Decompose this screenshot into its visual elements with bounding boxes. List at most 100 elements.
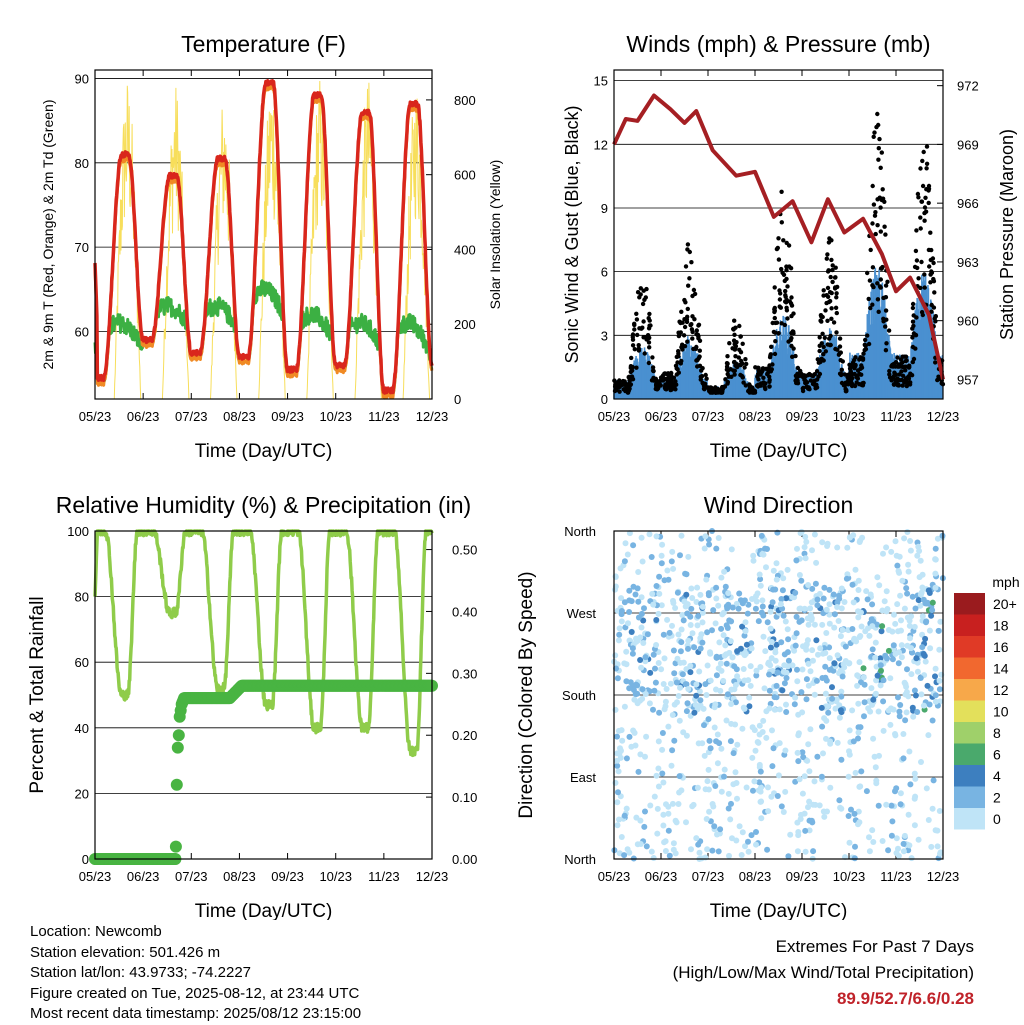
wind-direction-point xyxy=(801,544,808,551)
x-tick-label: 09/23 xyxy=(786,409,819,424)
x-tick-label: 12/23 xyxy=(416,869,449,884)
gust-point xyxy=(830,279,835,285)
wind-direction-point xyxy=(817,645,824,652)
wind-direction-point xyxy=(932,584,939,591)
wind-direction-point xyxy=(756,571,763,578)
wind-direction-point xyxy=(665,810,672,817)
wind-direction-point xyxy=(824,808,830,815)
wind-direction-point xyxy=(856,659,863,666)
wind-direction-point xyxy=(911,623,918,630)
gust-point xyxy=(756,377,761,382)
wind-direction-point xyxy=(765,784,771,791)
wind-direction-point xyxy=(792,642,799,649)
gust-point xyxy=(873,231,878,237)
x-tick-label: 06/23 xyxy=(127,409,160,424)
wind-direction-point xyxy=(634,682,641,689)
wind-direction-point xyxy=(875,802,882,809)
wind-direction-point xyxy=(826,655,833,662)
wind-direction-point xyxy=(671,737,678,744)
wind-direction-point xyxy=(680,729,687,736)
wind-direction-point xyxy=(637,751,644,758)
wind-direction-point xyxy=(917,557,924,564)
gust-point xyxy=(731,326,736,332)
gust-point xyxy=(813,386,818,391)
gust-point xyxy=(829,238,834,243)
wind-direction-point xyxy=(771,706,778,713)
wind-direction-point xyxy=(896,569,903,576)
gust-point xyxy=(865,333,870,338)
gust-point xyxy=(664,383,670,389)
wind-direction-point xyxy=(717,687,724,694)
wind-direction-point xyxy=(805,582,812,588)
wind-direction-point xyxy=(869,623,876,630)
wind-direction-point xyxy=(820,595,827,602)
wind-direction-point xyxy=(838,688,845,695)
wind-direction-point xyxy=(905,568,912,575)
wind-direction-point xyxy=(637,817,644,824)
gust-point xyxy=(845,374,850,380)
wind-direction-point xyxy=(782,618,789,625)
legend-label: 18 xyxy=(993,617,1009,633)
y2-tick-label: 972 xyxy=(957,79,979,94)
y-tick-label: North xyxy=(564,524,596,539)
wind-direction-point xyxy=(615,637,622,644)
gust-point xyxy=(844,388,849,393)
wind-direction-point xyxy=(812,580,819,587)
wind-direction-point xyxy=(869,646,876,653)
gust-point xyxy=(732,332,737,337)
wind-direction-point xyxy=(782,747,789,754)
wind-direction-point xyxy=(784,566,791,573)
wind-direction-point xyxy=(834,599,841,606)
y2-tick-label: 0.00 xyxy=(452,852,477,867)
wind-direction-point xyxy=(811,691,818,698)
wind-direction-point xyxy=(702,786,709,793)
gust-point xyxy=(899,369,904,374)
wind-direction-point xyxy=(783,595,790,602)
wind-direction-point xyxy=(866,632,873,639)
y-tick-label: 40 xyxy=(75,721,89,736)
wind-direction-point xyxy=(690,801,697,808)
wind-direction-point xyxy=(630,542,637,549)
wind-direction-point xyxy=(855,614,862,621)
wind-direction-point xyxy=(755,739,762,746)
wind-direction-point xyxy=(779,687,786,694)
gust-point xyxy=(918,226,923,231)
wind-direction-point xyxy=(802,827,809,834)
wind-direction-point xyxy=(787,831,794,838)
wind-direction-point xyxy=(852,566,859,573)
wind-direction-point xyxy=(615,768,622,775)
wind-direction-point xyxy=(858,679,864,686)
wind-direction-point xyxy=(624,846,631,853)
x-tick-label: 06/23 xyxy=(645,869,678,884)
wind-direction-point xyxy=(913,655,920,662)
wind-direction-point xyxy=(728,618,735,625)
wind-direction-point xyxy=(659,541,666,548)
wind-direction-point xyxy=(794,545,800,552)
gust-point xyxy=(862,347,867,353)
y-tick-label: 6 xyxy=(601,265,608,280)
wind-direction-point xyxy=(870,839,877,845)
wind-direction-point xyxy=(699,639,706,646)
wind-direction-point xyxy=(650,651,657,658)
gust-point xyxy=(735,364,740,370)
x-tick-label: 11/23 xyxy=(368,409,400,424)
gust-point xyxy=(829,306,834,311)
wind-direction-point xyxy=(756,722,763,729)
gust-point xyxy=(650,365,656,370)
y-tick-label: 0 xyxy=(82,852,89,867)
wind-direction-point xyxy=(769,727,775,734)
gust-point xyxy=(725,381,730,386)
wind-direction-point xyxy=(757,768,764,775)
wind-direction-point xyxy=(831,611,838,618)
wind-direction-point xyxy=(876,582,883,589)
gust-point xyxy=(679,358,684,364)
gust-series xyxy=(612,111,946,395)
gust-point xyxy=(865,270,870,276)
wind-direction-point xyxy=(785,657,792,664)
gust-point xyxy=(739,358,744,364)
y-tick-label: South xyxy=(562,688,596,703)
wind-direction-point xyxy=(653,617,660,623)
gust-point xyxy=(914,315,919,320)
wind-direction-point xyxy=(851,810,858,817)
gust-point xyxy=(640,301,646,307)
